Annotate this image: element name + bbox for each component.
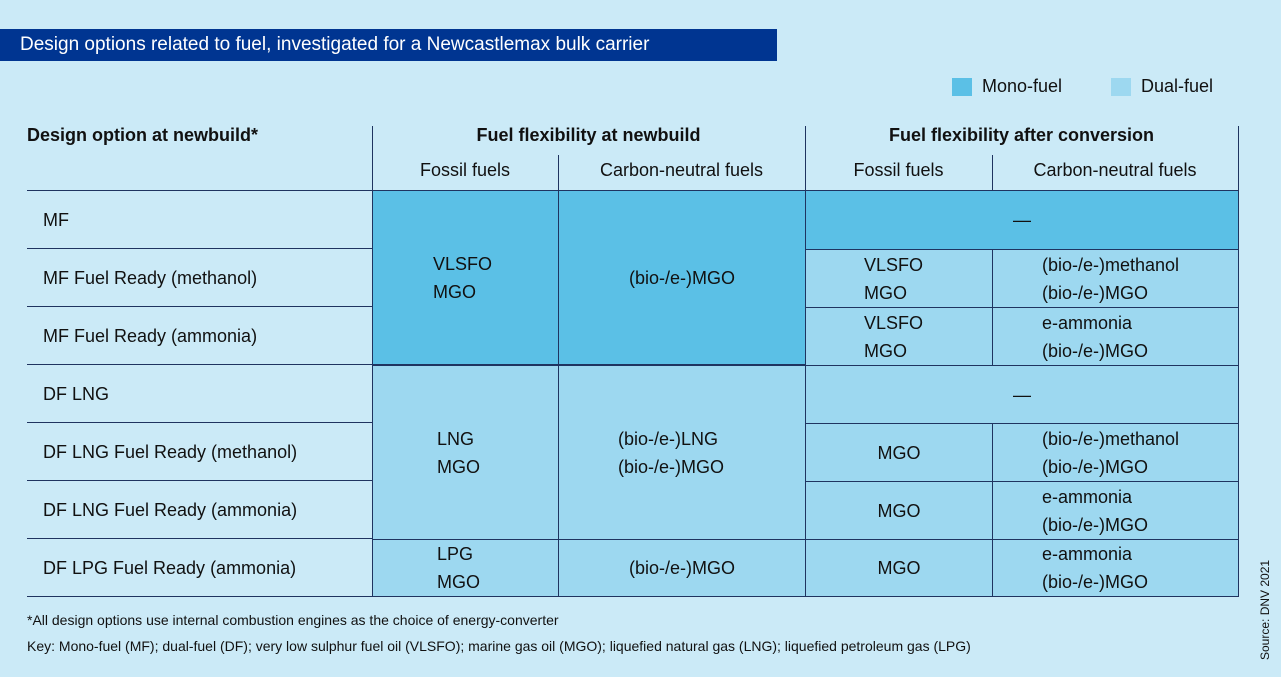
header-fossil-newbuild: Fossil fuels bbox=[419, 160, 511, 180]
footnote: *All design options use internal combust… bbox=[27, 612, 559, 628]
mono-swatch bbox=[952, 77, 972, 96]
divider bbox=[1238, 126, 1239, 191]
conv-carbon-cell: e-ammonia (bio-/e-)MGO bbox=[992, 539, 1239, 597]
fuel: (bio-/e-)MGO bbox=[1042, 514, 1149, 535]
divider bbox=[558, 155, 559, 191]
fuel: (bio-/e-)MGO bbox=[618, 456, 725, 477]
conv-fossil-cell: VLSFO MGO bbox=[805, 307, 993, 366]
df-conversion-none: — bbox=[805, 365, 1239, 424]
header-design-option: Design option at newbuild* bbox=[27, 125, 258, 145]
legend-dual-label: Dual-fuel bbox=[1141, 76, 1214, 96]
mf-carbon-cell: (bio-/e-)MGO bbox=[558, 190, 806, 365]
legend-mono-label: Mono-fuel bbox=[982, 76, 1063, 96]
mf-fossil-cell: VLSFO MGO bbox=[372, 190, 559, 365]
fuel: (bio-/e-)MGO bbox=[1042, 282, 1149, 303]
header-newbuild: Fuel flexibility at newbuild bbox=[476, 125, 701, 145]
fuel: e-ammonia bbox=[1042, 544, 1133, 564]
fuel: MGO bbox=[437, 456, 480, 477]
fuel: (bio-/e-)LNG bbox=[618, 428, 719, 449]
fuel: (bio-/e-)MGO bbox=[1042, 340, 1149, 361]
conv-carbon-cell: e-ammonia (bio-/e-)MGO bbox=[992, 307, 1239, 366]
header-fossil-conversion: Fossil fuels bbox=[853, 160, 944, 180]
conv-carbon-cell: (bio-/e-)methanol (bio-/e-)MGO bbox=[992, 423, 1239, 482]
legend-dual: Dual-fuel bbox=[1111, 76, 1213, 97]
mf-conversion-none: — bbox=[805, 190, 1239, 250]
conv-fossil-cell: VLSFO MGO bbox=[805, 249, 993, 308]
lpg-fossil-cell: LPG MGO bbox=[372, 539, 559, 597]
df-fossil-cell: LNG MGO bbox=[372, 365, 559, 540]
fuel: LNG bbox=[437, 428, 475, 449]
fuel: e-ammonia bbox=[1042, 312, 1133, 333]
row-label: MF bbox=[27, 191, 372, 249]
conv-carbon-cell: (bio-/e-)methanol (bio-/e-)MGO bbox=[992, 249, 1239, 308]
header-conversion: Fuel flexibility after conversion bbox=[888, 125, 1155, 145]
row-label: DF LPG Fuel Ready (ammonia) bbox=[27, 539, 372, 597]
source: Source: DNV 2021 bbox=[1258, 559, 1272, 660]
fuel: (bio-/e-)MGO bbox=[1042, 456, 1149, 477]
divider bbox=[372, 126, 373, 191]
fuel: MGO bbox=[864, 340, 907, 361]
fuel: VLSFO bbox=[864, 312, 924, 333]
divider bbox=[805, 126, 806, 191]
row-label: DF LNG Fuel Ready (methanol) bbox=[27, 423, 372, 481]
fuel: MGO bbox=[864, 282, 907, 303]
fuel: MGO bbox=[437, 572, 480, 592]
header-carbon-conversion: Carbon-neutral fuels bbox=[1033, 160, 1197, 180]
fuel: (bio-/e-)methanol bbox=[1042, 254, 1180, 275]
conv-carbon-cell: e-ammonia (bio-/e-)MGO bbox=[992, 481, 1239, 540]
row-label: DF LNG bbox=[27, 365, 372, 423]
divider bbox=[27, 190, 372, 191]
key: Key: Mono-fuel (MF); dual-fuel (DF); ver… bbox=[27, 638, 971, 654]
fuel: VLSFO bbox=[433, 253, 493, 274]
fuel: VLSFO bbox=[864, 254, 924, 275]
conv-fossil-cell: MGO bbox=[805, 481, 993, 540]
dual-swatch bbox=[1111, 77, 1131, 96]
fuel: e-ammonia bbox=[1042, 486, 1133, 507]
row-label: DF LNG Fuel Ready (ammonia) bbox=[27, 481, 372, 539]
conv-fossil-cell: MGO bbox=[805, 423, 993, 482]
chart-title: Design options related to fuel, investig… bbox=[0, 29, 777, 61]
fuel: (bio-/e-)MGO bbox=[1042, 572, 1149, 592]
legend-mono: Mono-fuel bbox=[952, 76, 1062, 97]
row-label: MF Fuel Ready (methanol) bbox=[27, 249, 372, 307]
lpg-carbon-cell: (bio-/e-)MGO bbox=[558, 539, 806, 597]
fuel: MGO bbox=[433, 281, 476, 302]
row-label: MF Fuel Ready (ammonia) bbox=[27, 307, 372, 365]
header-carbon-newbuild: Carbon-neutral fuels bbox=[599, 160, 764, 180]
df-carbon-cell: (bio-/e-)LNG (bio-/e-)MGO bbox=[558, 365, 806, 540]
divider bbox=[992, 155, 993, 191]
conv-fossil-cell: MGO bbox=[805, 539, 993, 597]
fuel: LPG bbox=[437, 544, 474, 564]
fuel: (bio-/e-)methanol bbox=[1042, 428, 1180, 449]
